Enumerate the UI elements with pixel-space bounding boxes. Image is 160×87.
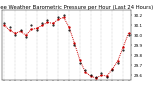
Title: Milwaukee Weather Barometric Pressure per Hour (Last 24 Hours): Milwaukee Weather Barometric Pressure pe… [0, 5, 154, 10]
